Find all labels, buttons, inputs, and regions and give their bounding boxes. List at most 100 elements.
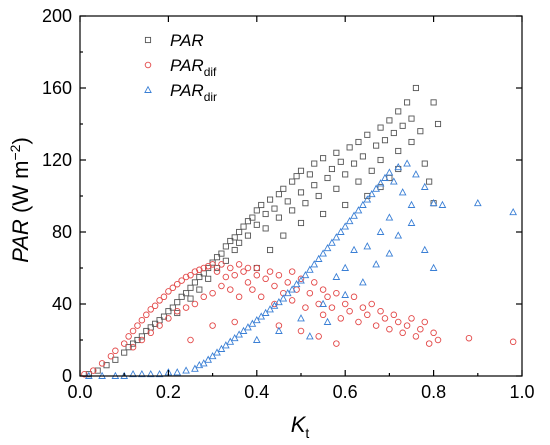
data-point [311,160,318,167]
data-point [129,343,137,351]
data-point [222,341,230,349]
data-point [395,108,402,115]
data-point [283,288,292,297]
y-tick-label: 120 [42,150,72,170]
data-point [289,207,296,214]
data-point [284,198,291,205]
data-point [408,138,415,146]
data-point [187,295,194,302]
data-point [305,265,314,273]
data-point [404,99,411,106]
data-point [288,268,296,275]
data-point [373,142,380,149]
legend-entry: PARdif [170,56,217,79]
data-point [120,340,128,347]
data-point [350,160,358,167]
x-tick-label: 1.0 [509,382,534,402]
data-point [385,168,394,176]
data-point [421,318,429,326]
data-point [235,261,243,268]
data-point [320,155,327,162]
data-point [138,369,146,378]
data-point [138,336,146,344]
data-point [390,311,398,319]
data-point [408,115,415,122]
data-point [213,254,221,261]
axes: 0.0 0.2 0.4 0.6 0.8 1.0 0 40 80 120 160 200 [42,6,535,402]
data-point [297,327,305,335]
data-point [209,289,216,297]
data-point [275,271,283,279]
data-point [125,344,132,351]
series-total [85,84,442,378]
data-point [129,369,137,378]
data-point [376,179,385,187]
data-point [262,275,269,283]
data-point [473,198,482,207]
data-point [129,327,137,335]
data-point [417,325,424,333]
data-point [359,278,367,286]
data-point [364,311,371,319]
data-point [319,299,327,307]
data-point [377,307,384,315]
data-point [191,279,198,286]
data-point [297,275,305,283]
x-axis-label-subscript: t [305,425,309,441]
data-point [297,276,305,284]
data-point [359,304,367,311]
data-point [381,173,389,181]
data-point [222,243,229,250]
legend-entry-subscript: dif [204,65,217,79]
data-point [302,200,309,207]
data-point [169,284,177,292]
data-point [191,300,199,308]
data-point [257,312,266,320]
data-point [90,367,97,374]
data-point [262,210,269,218]
data-point [394,162,403,171]
data-point [236,228,243,236]
data-point [199,359,208,367]
x-tick-label: 0.2 [156,382,181,402]
data-point [200,293,208,301]
y-tick-label: 160 [42,78,72,98]
data-point [311,279,318,286]
data-point [420,245,429,253]
data-point [213,268,221,275]
data-point [332,233,341,241]
data-point [403,322,411,329]
data-point [231,271,238,279]
data-point [363,242,372,250]
data-point [182,366,190,374]
data-point [266,305,274,313]
data-point [182,273,190,281]
data-point [368,167,375,174]
data-point [261,308,270,316]
data-point [434,120,442,128]
data-point [389,177,398,185]
data-point [253,221,260,228]
data-point [275,214,282,221]
data-point [301,270,310,279]
data-point [244,264,252,272]
data-point [183,290,190,297]
data-point [134,336,141,344]
data-point [377,183,384,191]
x-tick-label: 0.0 [67,382,92,402]
data-point [231,318,238,326]
data-point [509,207,518,216]
data-point [107,352,115,360]
y-axis-label-units-close: ) [8,137,33,144]
data-point [363,195,372,203]
data-point [364,192,371,200]
data-point [218,250,225,257]
data-point [333,185,340,192]
data-point [257,293,265,301]
data-point [359,153,366,160]
data-point [355,138,362,146]
data-point [169,304,176,311]
data-point [227,264,234,272]
data-point [191,268,199,275]
